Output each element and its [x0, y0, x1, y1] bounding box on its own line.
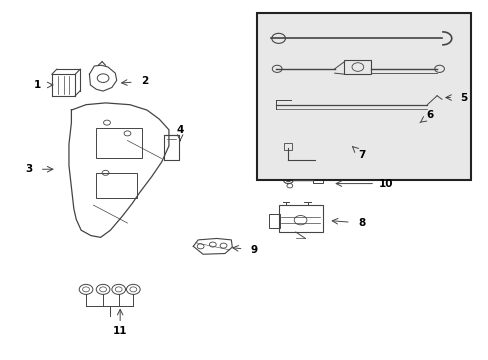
Text: 8: 8: [357, 218, 365, 228]
Text: 3: 3: [25, 164, 33, 174]
Text: 6: 6: [426, 111, 432, 121]
Bar: [278, 205, 322, 232]
Text: 9: 9: [250, 245, 257, 255]
Bar: [96, 128, 142, 158]
Text: 2: 2: [141, 76, 148, 86]
Bar: [344, 60, 370, 74]
Circle shape: [285, 178, 290, 182]
Text: 4: 4: [176, 125, 183, 135]
Bar: [283, 143, 292, 149]
Bar: [268, 214, 279, 228]
Text: 11: 11: [113, 326, 127, 336]
Bar: [96, 173, 137, 198]
Text: 7: 7: [357, 150, 365, 160]
Bar: [312, 177, 323, 183]
Text: 10: 10: [378, 179, 392, 189]
Text: 1: 1: [34, 80, 41, 90]
Bar: [256, 13, 470, 180]
Text: 5: 5: [459, 93, 467, 103]
